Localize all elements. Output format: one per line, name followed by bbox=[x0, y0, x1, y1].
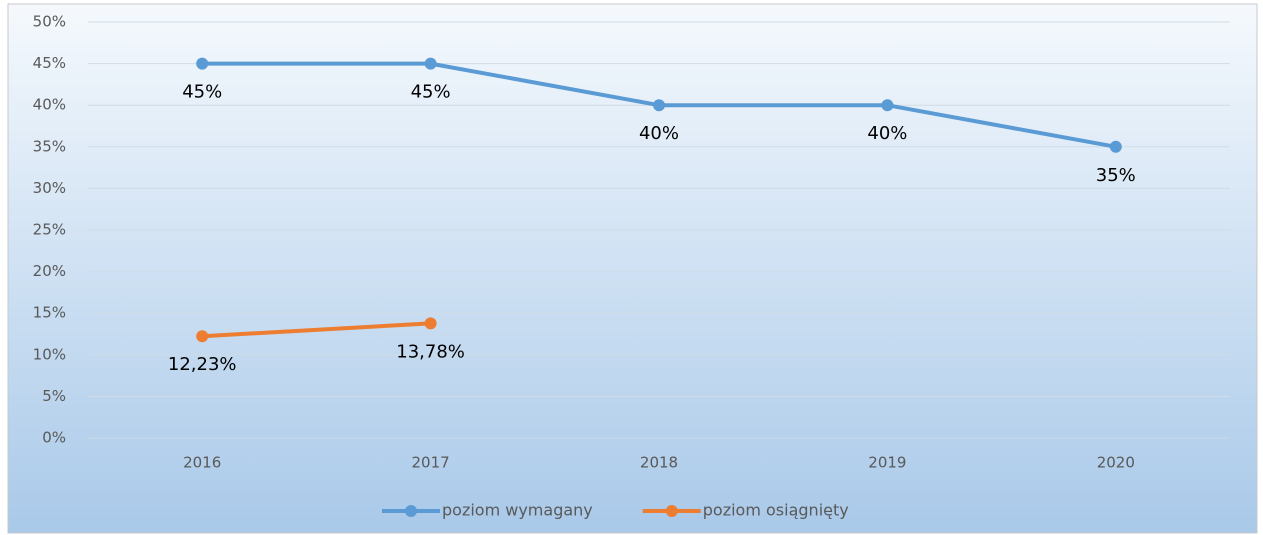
y-tick-label: 5% bbox=[42, 387, 66, 405]
marker bbox=[881, 99, 894, 112]
marker bbox=[424, 317, 437, 330]
y-tick-label: 45% bbox=[33, 54, 66, 72]
data-label: 40% bbox=[639, 123, 679, 144]
legend-label: poziom wymagany bbox=[442, 501, 593, 520]
y-tick-label: 10% bbox=[33, 345, 66, 363]
data-label: 12,23% bbox=[168, 354, 237, 375]
x-tick-label: 2018 bbox=[640, 454, 678, 472]
y-tick-label: 25% bbox=[33, 221, 66, 239]
data-label: 40% bbox=[867, 123, 907, 144]
y-tick-label: 40% bbox=[33, 96, 66, 114]
data-label: 13,78% bbox=[396, 341, 465, 362]
legend-marker bbox=[665, 505, 678, 517]
y-tick-label: 30% bbox=[33, 179, 66, 197]
marker bbox=[1109, 140, 1122, 153]
chart-background bbox=[7, 3, 1258, 534]
y-tick-label: 15% bbox=[33, 304, 66, 322]
x-tick-label: 2017 bbox=[412, 454, 450, 472]
series-line bbox=[202, 321, 431, 339]
y-tick-label: 20% bbox=[33, 262, 66, 280]
plot: 0% 5% 10% 15% 20% 25% 30% 35% 40% 45% 50% 2016 2017 2… bbox=[33, 13, 1230, 520]
marker bbox=[196, 57, 209, 70]
x-tick-label: 2020 bbox=[1097, 454, 1135, 472]
x-tick-label: 2019 bbox=[868, 454, 906, 472]
marker bbox=[196, 330, 209, 343]
data-label: 45% bbox=[411, 82, 451, 103]
data-label: 35% bbox=[1096, 165, 1136, 186]
marker bbox=[653, 99, 665, 112]
legend-label: poziom osiągnięty bbox=[703, 501, 849, 520]
y-tick-label: 0% bbox=[42, 429, 66, 447]
y-tick-label: 50% bbox=[33, 13, 66, 31]
marker bbox=[424, 57, 437, 70]
legend-marker bbox=[405, 505, 417, 517]
y-tick-label: 35% bbox=[33, 137, 66, 155]
data-label: 45% bbox=[182, 82, 222, 103]
x-tick-label: 2016 bbox=[183, 454, 221, 472]
